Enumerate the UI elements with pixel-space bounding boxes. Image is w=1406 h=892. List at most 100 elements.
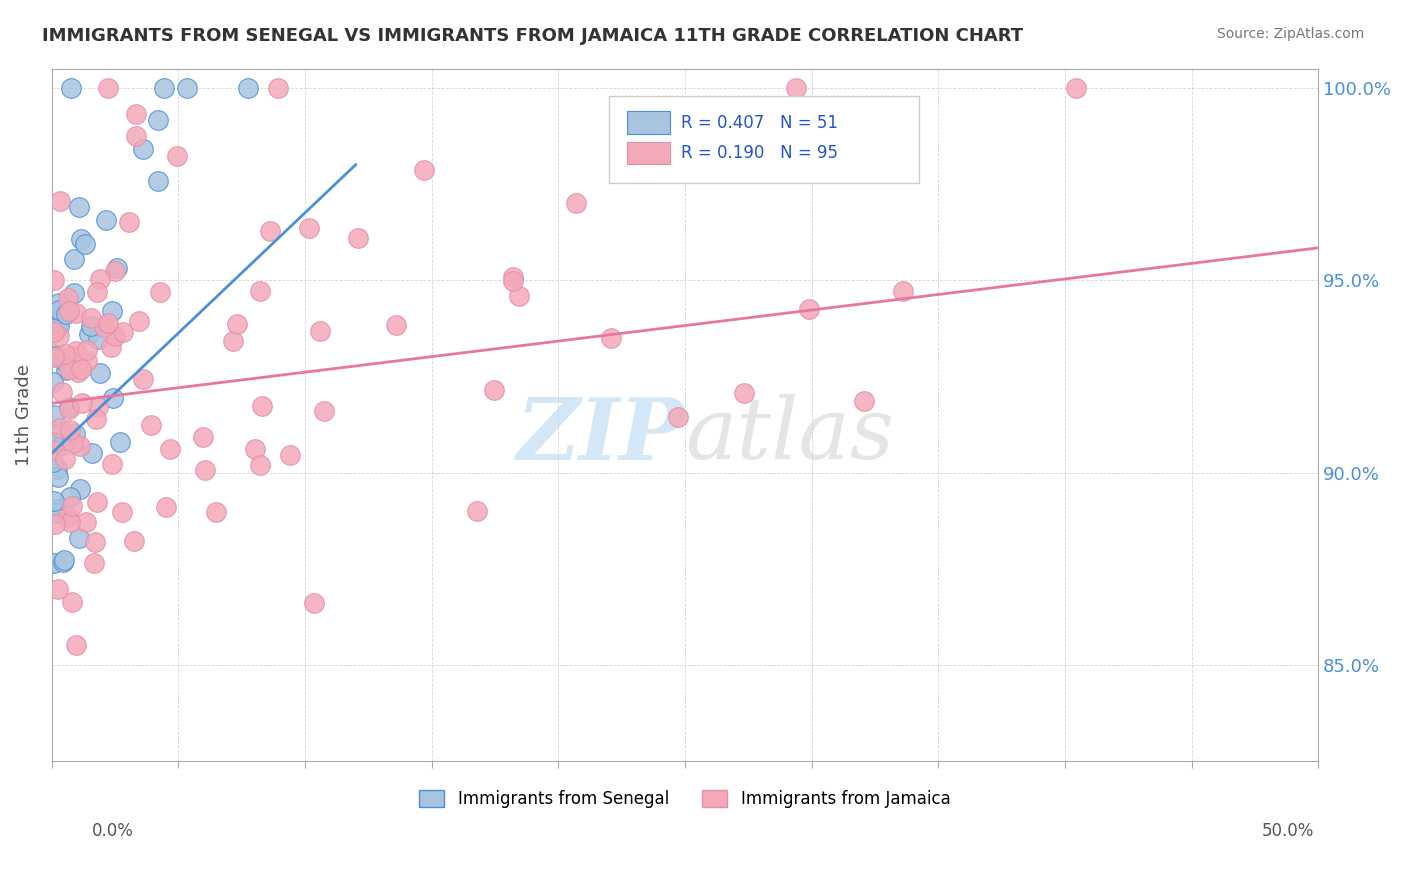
Point <box>266 80 288 95</box>
Point <box>45 506 67 520</box>
Point <box>148 174 170 188</box>
Point <box>89 366 111 380</box>
Point <box>124 128 146 143</box>
Point <box>55 307 77 321</box>
Point <box>797 301 820 316</box>
Point <box>44 325 66 339</box>
Point <box>465 504 488 518</box>
Point <box>49 421 72 435</box>
Point <box>62 286 84 301</box>
Point <box>63 252 86 266</box>
Point <box>86 285 108 299</box>
Text: Source: ZipAtlas.com: Source: ZipAtlas.com <box>1216 27 1364 41</box>
Point <box>45 462 67 476</box>
Point <box>249 284 271 298</box>
Point <box>101 457 124 471</box>
FancyBboxPatch shape <box>609 96 920 183</box>
Point <box>104 328 127 343</box>
Point <box>785 80 807 95</box>
Point <box>69 231 91 245</box>
Text: 0.0%: 0.0% <box>91 822 134 840</box>
Point <box>67 201 90 215</box>
Point <box>1064 80 1087 95</box>
Point <box>65 306 87 320</box>
Point <box>128 313 150 327</box>
Point <box>69 362 91 376</box>
Point <box>100 340 122 354</box>
Point <box>52 552 75 566</box>
Text: IMMIGRANTS FROM SENEGAL VS IMMIGRANTS FROM JAMAICA 11TH GRADE CORRELATION CHART: IMMIGRANTS FROM SENEGAL VS IMMIGRANTS FR… <box>42 27 1024 45</box>
Text: ZIP: ZIP <box>517 394 685 477</box>
Point <box>80 318 103 333</box>
Legend: Immigrants from Senegal, Immigrants from Jamaica: Immigrants from Senegal, Immigrants from… <box>413 783 957 815</box>
Point <box>69 531 91 545</box>
Point <box>65 638 87 652</box>
Point <box>75 237 97 252</box>
Point <box>51 304 73 318</box>
Point <box>112 326 135 340</box>
Point <box>733 385 755 400</box>
Point <box>45 502 67 516</box>
FancyBboxPatch shape <box>627 112 669 134</box>
Point <box>149 285 172 300</box>
Point <box>482 383 505 397</box>
Point <box>502 274 524 288</box>
Point <box>508 289 530 303</box>
Text: atlas: atlas <box>685 394 894 477</box>
Point <box>46 349 69 363</box>
Point <box>42 556 65 570</box>
Point <box>347 231 370 245</box>
Point <box>176 80 198 95</box>
Point <box>84 411 107 425</box>
Point <box>48 329 70 343</box>
Point <box>600 331 623 345</box>
Point <box>59 80 82 95</box>
Point <box>93 320 115 334</box>
Point <box>565 196 588 211</box>
Point <box>111 505 134 519</box>
Point <box>830 100 852 114</box>
Point <box>86 495 108 509</box>
Point <box>42 349 65 363</box>
Point <box>62 595 84 609</box>
Y-axis label: 11th Grade: 11th Grade <box>15 364 32 466</box>
Point <box>76 343 98 357</box>
Point <box>89 271 111 285</box>
Point <box>58 424 80 438</box>
Point <box>132 142 155 156</box>
Point <box>75 515 97 529</box>
Point <box>250 399 273 413</box>
Point <box>48 296 70 310</box>
Point <box>42 375 65 389</box>
Point <box>46 425 69 439</box>
Point <box>891 285 914 299</box>
Point <box>77 327 100 342</box>
Point <box>59 491 82 505</box>
Point <box>131 372 153 386</box>
Point <box>249 458 271 473</box>
FancyBboxPatch shape <box>627 142 669 164</box>
Point <box>62 436 84 450</box>
Point <box>152 80 174 95</box>
Point <box>101 391 124 405</box>
Point <box>44 350 66 364</box>
Point <box>58 304 80 318</box>
Point <box>48 318 70 333</box>
Point <box>94 213 117 227</box>
Point <box>44 273 66 287</box>
Point <box>108 435 131 450</box>
Point <box>55 355 77 369</box>
Point <box>42 408 65 422</box>
Point <box>222 334 245 348</box>
Point <box>53 347 76 361</box>
Point <box>44 443 66 458</box>
Point <box>58 402 80 417</box>
Point <box>56 291 79 305</box>
Point <box>46 469 69 483</box>
Point <box>69 439 91 453</box>
Text: 50.0%: 50.0% <box>1263 822 1315 840</box>
Point <box>125 107 148 121</box>
Point <box>97 80 120 95</box>
Point <box>44 494 66 508</box>
Point <box>45 321 67 335</box>
